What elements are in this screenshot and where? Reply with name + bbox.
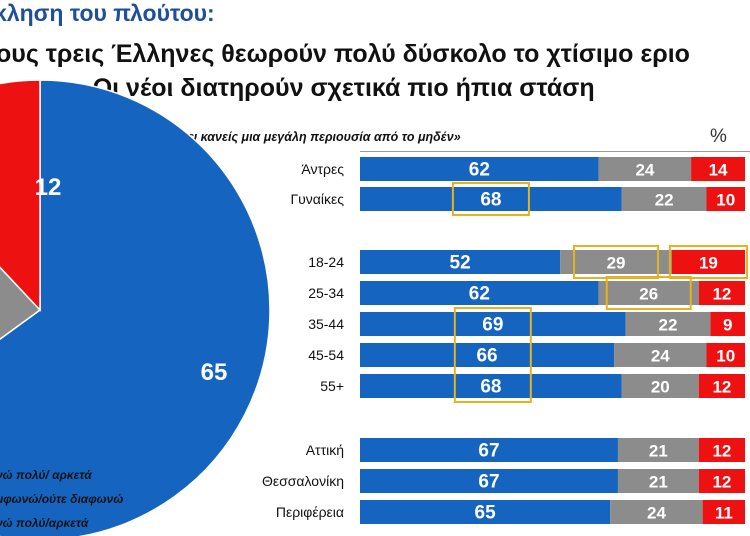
bar-label-disagree: 10: [716, 347, 735, 366]
bar-label-disagree: 19: [699, 254, 718, 273]
chart-title-line-1: κληση του πλούτου:: [0, 0, 215, 26]
bar-segment-disagree: [702, 500, 745, 524]
category-label: 18-24: [308, 254, 344, 270]
highlight-box: [668, 245, 748, 279]
category-label: 45-54: [308, 347, 344, 363]
bar-segment-agree: [360, 343, 615, 367]
legend-item-disagree: νώ πολύ/αρκετά: [0, 516, 89, 530]
bar-segment-agree: [360, 187, 622, 211]
bar-segment-disagree: [710, 312, 745, 336]
category-label: Άντρες: [301, 161, 344, 177]
bar-label-agree: 62: [469, 160, 490, 181]
bar-segment-agree: [360, 438, 618, 462]
bar-label-agree: 67: [478, 441, 499, 462]
bar-label-agree: 62: [469, 284, 490, 305]
legend-item-neutral: μφωνώ/ούτε διαφωνώ: [0, 492, 124, 506]
bar-segment-disagree: [671, 250, 745, 274]
bar-segment-neutral: [617, 469, 699, 493]
bar-label-neutral: 21: [649, 473, 668, 492]
category-label: Γυναίκες: [290, 191, 344, 207]
pie-slice-disagree: [0, 79, 41, 312]
bar-segment-agree: [360, 157, 599, 181]
bar-segment-agree: [360, 374, 622, 398]
bar-segment-disagree: [706, 187, 745, 211]
bar-label-neutral: 24: [651, 347, 670, 366]
bar-segment-neutral: [625, 312, 711, 336]
bar-segment-disagree: [698, 374, 745, 398]
highlight-box: [453, 307, 532, 403]
bar-segment-neutral: [598, 281, 699, 305]
bar-label-neutral: 21: [649, 442, 668, 461]
bar-segment-neutral: [610, 500, 703, 524]
category-label: Αττική: [306, 442, 344, 458]
bar-segment-neutral: [621, 374, 699, 398]
category-label: Θεσσαλονίκη: [262, 473, 344, 489]
bar-segment-disagree: [698, 469, 745, 493]
bar-label-agree: 68: [480, 377, 501, 398]
bar-segment-agree: [360, 281, 599, 305]
bar-segment-neutral: [598, 157, 692, 181]
bar-segment-disagree: [698, 281, 745, 305]
bar-label-agree: 68: [480, 190, 501, 211]
pie-slice-agree: [0, 79, 271, 536]
legend-item-agree: νώ πολύ/ αρκετά: [0, 468, 92, 482]
pie-slice-neutral: [0, 266, 42, 340]
bar-segment-disagree: [706, 343, 745, 367]
bar-label-neutral: 24: [635, 161, 654, 180]
bar-label-disagree: 12: [712, 442, 731, 461]
bar-segment-neutral: [560, 250, 672, 274]
stacked-bar-chart: Άντρες 62 24 14 Γυναίκες 68 22 10 18-24 52 29 19 25-…: [262, 157, 748, 524]
chart-title-line-2: ους τρεις Έλληνες θεωρούν πολύ δύσκολο τ…: [0, 40, 690, 68]
bar-label-neutral: 29: [607, 254, 626, 273]
pie-label-disagree: 12: [35, 174, 62, 201]
highlight-box: [451, 182, 530, 216]
bar-label-neutral: 22: [655, 191, 674, 210]
bar-label-neutral: 24: [647, 504, 666, 523]
category-label: Περιφέρεια: [276, 504, 344, 520]
category-label: 35-44: [308, 316, 344, 332]
category-label: 55+: [320, 378, 344, 394]
bar-segment-neutral: [614, 343, 707, 367]
bar-label-disagree: 12: [712, 378, 731, 397]
bar-label-disagree: 9: [723, 316, 732, 335]
bar-segment-agree: [360, 500, 611, 524]
bar-label-agree: 67: [478, 472, 499, 493]
bar-label-disagree: 14: [709, 161, 728, 180]
bar-segment-disagree: [691, 157, 745, 181]
bar-label-disagree: 12: [712, 473, 731, 492]
bar-label-agree: 69: [482, 315, 503, 336]
bar-label-agree: 66: [476, 346, 497, 367]
bar-label-agree: 65: [475, 503, 497, 524]
bar-label-agree: 52: [450, 253, 471, 274]
bar-label-disagree: 11: [715, 504, 733, 523]
bar-segment-neutral: [617, 438, 699, 462]
bar-label-disagree: 10: [716, 191, 735, 210]
pie-label-agree: 65: [201, 359, 228, 386]
bar-segment-agree: [360, 469, 618, 493]
bar-segment-neutral: [621, 187, 707, 211]
bar-label-disagree: 12: [712, 285, 731, 304]
header-divider: [360, 151, 750, 152]
percent-unit-label: %: [710, 126, 727, 147]
category-label: 25-34: [308, 285, 344, 301]
highlight-box: [605, 276, 692, 310]
bar-label-neutral: 22: [659, 316, 678, 335]
pie-chart: 65 12: [0, 79, 271, 536]
bar-segment-agree: [360, 250, 561, 274]
bar-label-neutral: 20: [651, 378, 670, 397]
bar-label-neutral: 26: [639, 285, 658, 304]
bar-segment-agree: [360, 312, 626, 336]
bar-segment-disagree: [698, 438, 745, 462]
